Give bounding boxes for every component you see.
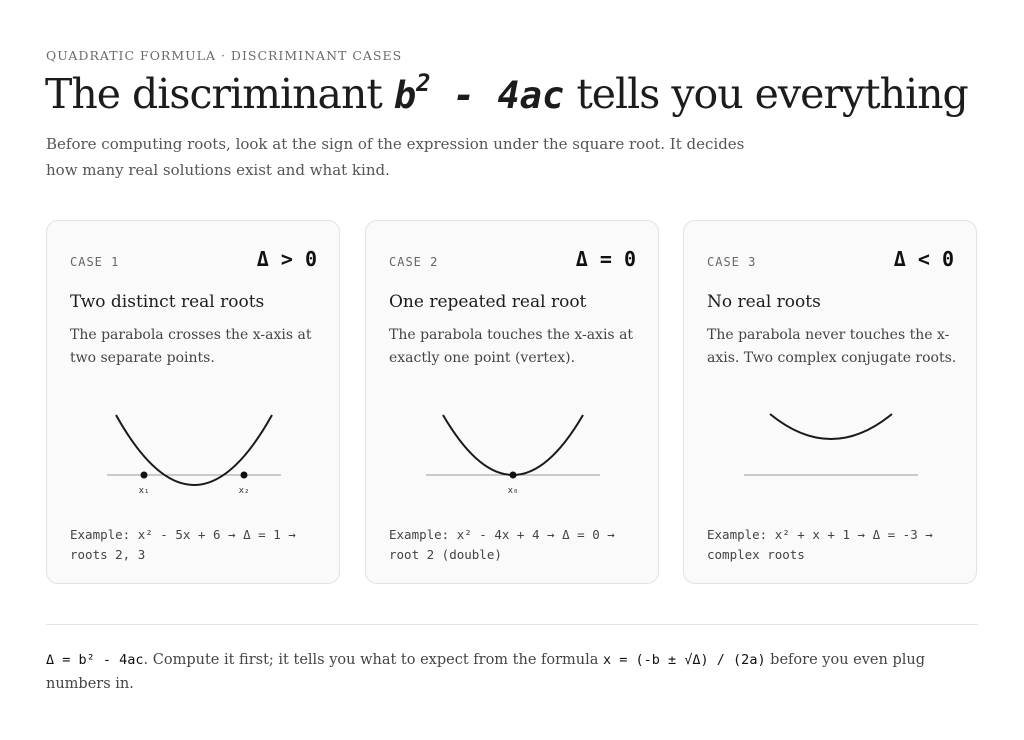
case-description: The parabola never touches the x-axis. T…	[707, 327, 957, 366]
case-title: Two distinct real roots	[70, 292, 265, 312]
case-card-3: CASE 3 Δ < 0 No real roots The parabola …	[683, 220, 977, 584]
case-condition: Δ > 0	[256, 247, 317, 271]
case-example: Example: x² - 4x + 4 → Δ = 0 → root 2 (d…	[389, 527, 615, 562]
parabola-diagram-no-roots	[744, 413, 918, 476]
title-text-start: The discriminant	[45, 70, 394, 118]
case-title: No real roots	[707, 292, 821, 312]
discriminant-formula: Δ = b² - 4ac	[46, 652, 144, 668]
case-label: CASE 1	[70, 255, 120, 269]
title-math-base: b	[393, 74, 417, 117]
footer-text: . Compute it first; it tells you what to…	[143, 652, 604, 668]
case-condition: Δ < 0	[893, 247, 954, 271]
parabola-diagram-two-roots: x₁ x₂	[107, 414, 281, 496]
quadratic-formula: x = (-b ± √Δ) / (2a)	[603, 652, 766, 668]
case-label: CASE 2	[389, 255, 439, 269]
root-point	[140, 471, 148, 479]
root-point	[509, 471, 517, 479]
title-math: b2 - 4ac	[393, 69, 565, 117]
footer-text-end: before you even plug numbers in.	[46, 652, 925, 692]
case-description: The parabola touches the x-axis at exact…	[389, 327, 634, 366]
title-math-exponent: 2	[416, 68, 431, 97]
parabola-diagram-one-root: x₀	[426, 414, 600, 496]
title-math-rest: - 4ac	[430, 74, 565, 117]
case-description: The parabola crosses the x-axis at two s…	[70, 327, 312, 366]
case-condition: Δ = 0	[575, 247, 636, 271]
parabola-curve	[769, 413, 893, 440]
footer-note: Δ = b² - 4ac. Compute it first; it tells…	[46, 648, 976, 696]
case-example: Example: x² - 5x + 6 → Δ = 1 → roots 2, …	[70, 527, 296, 562]
intro-paragraph: Before computing roots, look at the sign…	[46, 135, 745, 179]
root-label: x₁	[139, 486, 150, 496]
eyebrow: QUADRATIC FORMULA · DISCRIMINANT CASES	[46, 48, 403, 63]
case-card-2: CASE 2 Δ = 0 One repeated real root The …	[365, 220, 659, 584]
divider	[46, 624, 978, 625]
root-label: x₀	[508, 486, 519, 496]
case-label: CASE 3	[707, 255, 757, 269]
root-point	[240, 471, 248, 479]
case-card-1: CASE 1 Δ > 0 Two distinct real roots The…	[46, 220, 340, 584]
title-text-end: tells you everything	[564, 70, 968, 118]
parabola-curve	[115, 414, 273, 486]
case-title: One repeated real root	[389, 292, 587, 312]
case-example: Example: x² + x + 1 → Δ = -3 → complex r…	[707, 527, 933, 562]
parabola-curve	[442, 414, 584, 476]
page-title: The discriminant b2 - 4ac tells you ever…	[45, 69, 969, 118]
root-label: x₂	[239, 486, 250, 496]
